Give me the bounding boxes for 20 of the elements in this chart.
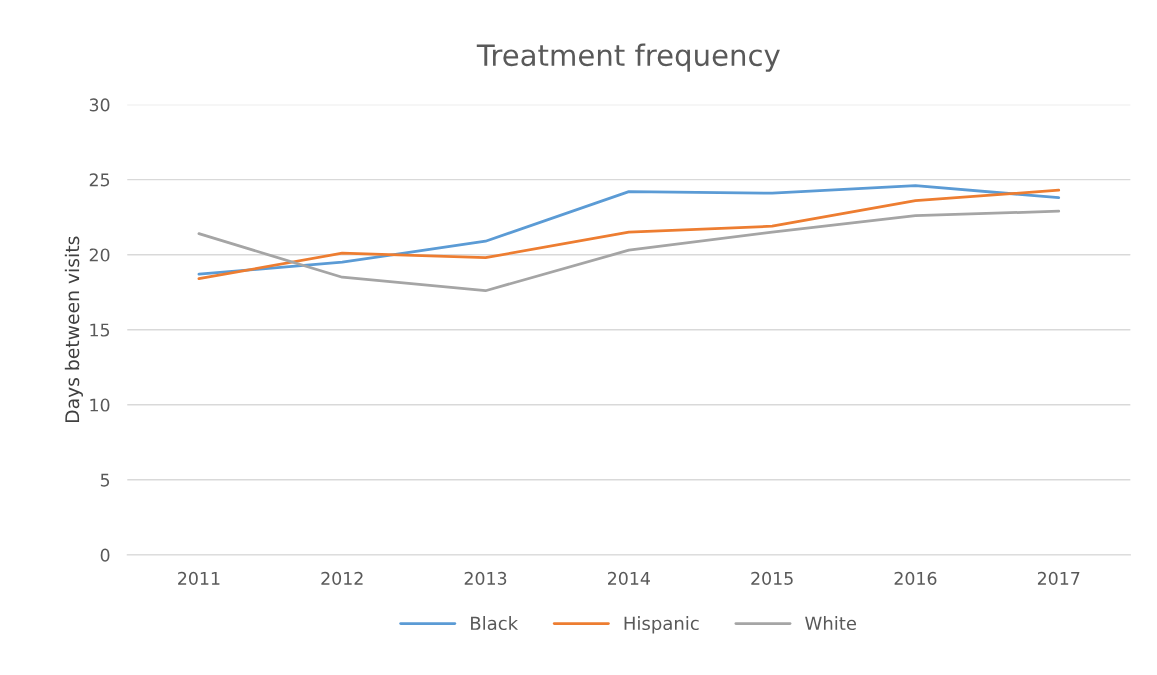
line-series (197, 209, 1061, 293)
x-tick-label: 2013 (464, 571, 507, 585)
y-tick-label: 10 (90, 398, 110, 412)
x-tick-label: 2014 (608, 571, 650, 585)
legend-label: White (805, 616, 857, 631)
chart-title: Treatment frequency (476, 43, 780, 72)
legend-label: Hispanic (624, 616, 699, 634)
y-tick-label: 25 (89, 173, 110, 187)
x-tick-label: 2015 (751, 571, 793, 585)
legend-label: Black (471, 616, 519, 631)
y-tick-label: 20 (89, 248, 110, 262)
y-tick-label: 30 (89, 98, 110, 112)
x-tick-label: 2016 (894, 571, 937, 585)
y-tick-label: 5 (100, 473, 110, 487)
x-tick-label: 2011 (178, 571, 220, 585)
y-tick-label: 15 (90, 323, 110, 337)
y-tick-label: 0 (100, 548, 110, 562)
x-tick-label: 2012 (321, 571, 363, 585)
x-tick-label: 2017 (1037, 571, 1080, 585)
y-axis-title: Days between visits (64, 236, 83, 422)
